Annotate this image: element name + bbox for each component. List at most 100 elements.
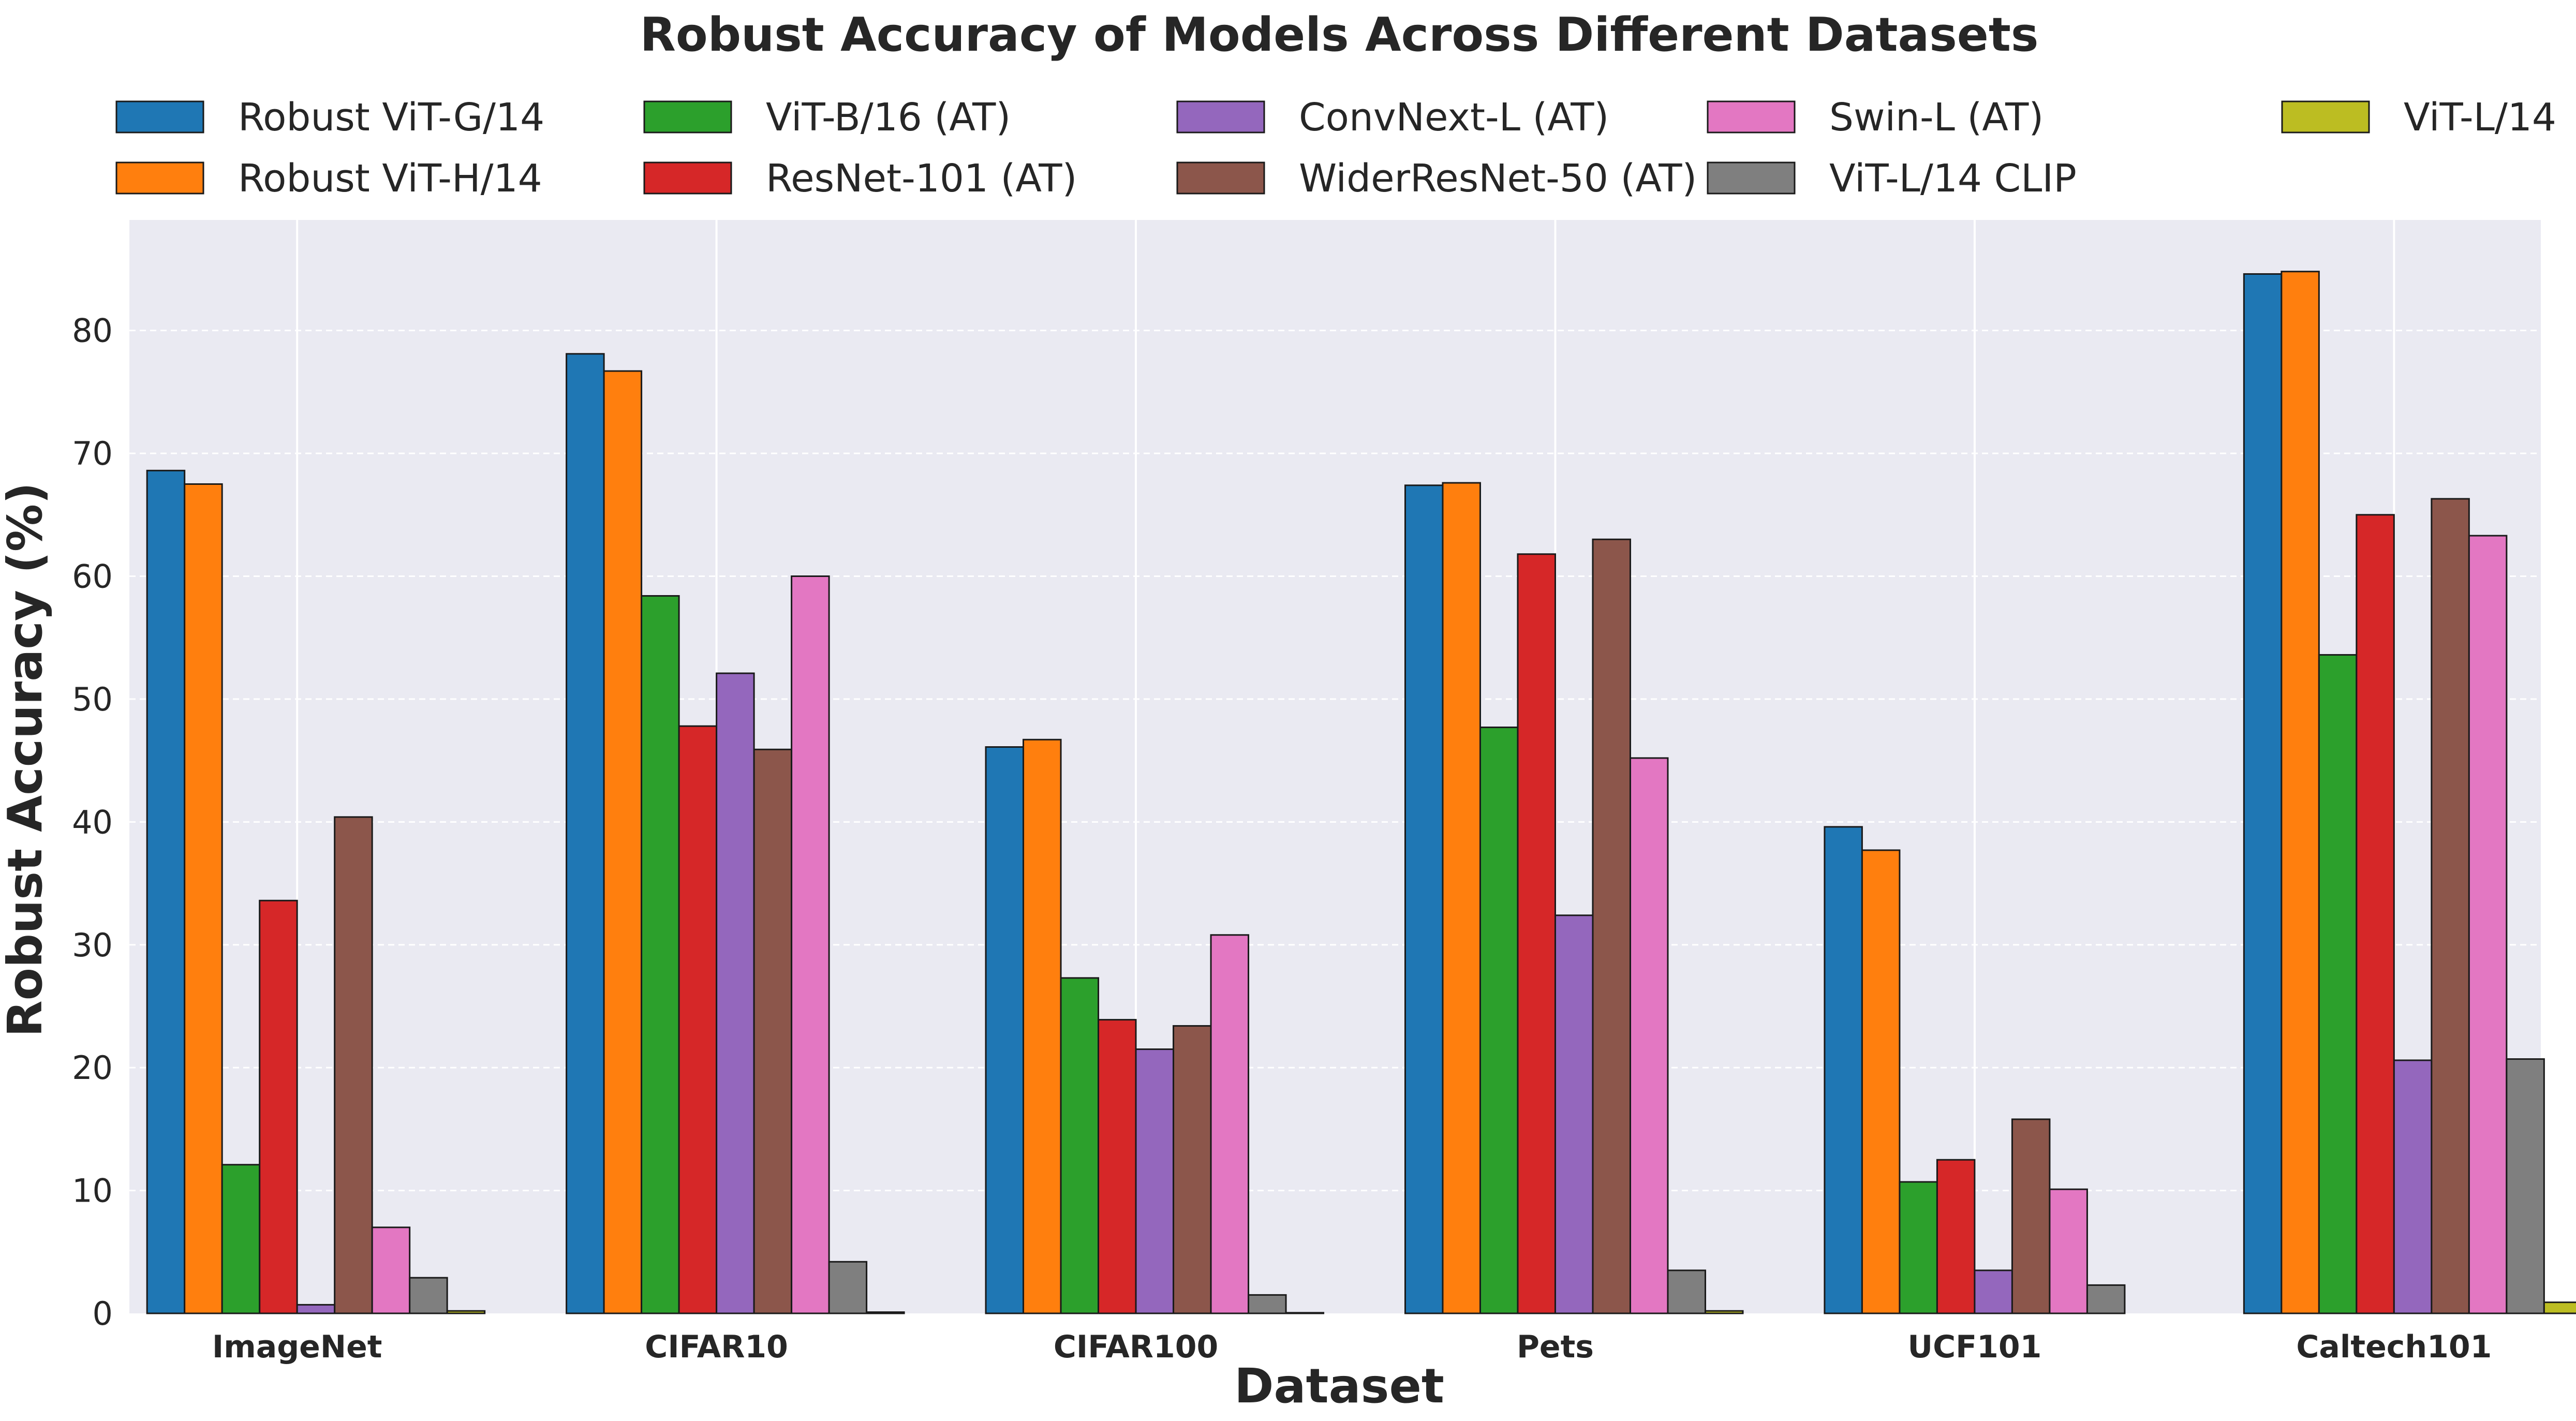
legend-item-robust-vit-h-14: Robust ViT-H/14 — [115, 156, 542, 201]
legend-item-robust-vit-g-14: Robust ViT-G/14 — [115, 95, 544, 140]
x-tick-label-caltech101: Caltech101 — [2296, 1329, 2492, 1365]
y-tick-label: 0 — [93, 1295, 113, 1333]
legend-swatch — [643, 100, 732, 134]
bar-vit-l-14-clip-caltech101 — [2506, 1058, 2545, 1314]
bar-robust-vit-h-14-cifar10 — [603, 370, 643, 1314]
bars — [146, 271, 2576, 1314]
bar-vit-b-16-at-imagenet — [221, 1164, 261, 1314]
legend-label: WiderResNet-50 (AT) — [1299, 156, 1697, 201]
y-tick-label: 60 — [72, 558, 113, 596]
bar-convnext-l-at-cifar10 — [716, 672, 755, 1314]
bar-vit-l-14-pets — [1704, 1310, 1744, 1314]
bar-robust-vit-g-14-ucf101 — [1824, 826, 1863, 1314]
bar-robust-vit-g-14-imagenet — [146, 469, 186, 1314]
y-tick-label: 80 — [72, 312, 113, 350]
bar-robust-vit-h-14-caltech101 — [2281, 271, 2320, 1314]
bar-vit-l-14-clip-cifar10 — [828, 1261, 868, 1314]
legend-label: Robust ViT-H/14 — [238, 156, 542, 201]
y-tick-label: 40 — [72, 803, 113, 841]
bar-vit-l-14-imagenet — [446, 1310, 486, 1314]
x-tick-label-pets: Pets — [1517, 1329, 1594, 1365]
y-tick-label: 50 — [72, 680, 113, 718]
bar-swin-l-at-caltech101 — [2468, 535, 2508, 1314]
bar-vit-l-14-clip-imagenet — [409, 1277, 448, 1314]
legend-swatch — [115, 100, 204, 134]
bar-resnet-101-at-pets — [1517, 553, 1556, 1314]
legend-label: Swin-L (AT) — [1829, 95, 2044, 140]
legend-swatch — [1707, 100, 1796, 134]
bar-convnext-l-at-cifar100 — [1135, 1048, 1175, 1314]
bar-vit-l-14-caltech101 — [2543, 1301, 2576, 1314]
bar-vit-b-16-at-ucf101 — [1899, 1181, 1938, 1314]
bar-robust-vit-g-14-pets — [1404, 484, 1444, 1314]
legend-item-vit-l-14-clip: ViT-L/14 CLIP — [1707, 156, 2077, 201]
x-tick-label-cifar10: CIFAR10 — [645, 1329, 788, 1365]
bar-robust-vit-h-14-ucf101 — [1861, 849, 1901, 1314]
legend-label: ResNet-101 (AT) — [766, 156, 1077, 201]
bar-robust-vit-g-14-cifar100 — [985, 746, 1025, 1314]
legend-label: ViT-L/14 — [2404, 95, 2556, 140]
bar-widerresnet-50-at-caltech101 — [2431, 498, 2470, 1314]
bar-vit-l-14-cifar10 — [866, 1311, 905, 1314]
legend-item-swin-l-at: Swin-L (AT) — [1707, 95, 2044, 140]
legend-swatch — [643, 161, 732, 195]
legend-label: ViT-L/14 CLIP — [1829, 156, 2077, 201]
bar-widerresnet-50-at-cifar10 — [753, 748, 793, 1314]
bar-swin-l-at-ucf101 — [2049, 1188, 2088, 1314]
bar-convnext-l-at-caltech101 — [2393, 1059, 2433, 1314]
bar-widerresnet-50-at-cifar100 — [1173, 1025, 1212, 1314]
bar-convnext-l-at-pets — [1554, 914, 1594, 1314]
y-tick-label: 30 — [72, 926, 113, 964]
bar-vit-b-16-at-caltech101 — [2318, 654, 2358, 1314]
bar-robust-vit-g-14-cifar10 — [566, 353, 605, 1314]
legend-swatch — [1176, 100, 1265, 134]
bar-widerresnet-50-at-ucf101 — [2011, 1118, 2051, 1314]
x-tick-label-imagenet: ImageNet — [212, 1329, 382, 1365]
bar-robust-vit-h-14-pets — [1442, 482, 1481, 1314]
bar-vit-b-16-at-pets — [1479, 727, 1519, 1314]
bar-swin-l-at-cifar10 — [791, 575, 830, 1314]
legend-item-convnext-l-at: ConvNext-L (AT) — [1176, 95, 1609, 140]
bar-convnext-l-at-imagenet — [296, 1304, 336, 1314]
legend-swatch — [1707, 161, 1796, 195]
x-tick-label-cifar100: CIFAR100 — [1054, 1329, 1218, 1365]
legend-item-widerresnet-50-at: WiderResNet-50 (AT) — [1176, 156, 1697, 201]
bar-vit-l-14-clip-ucf101 — [2086, 1284, 2126, 1314]
bar-resnet-101-at-cifar10 — [678, 725, 718, 1314]
legend-swatch — [2281, 100, 2370, 134]
x-axis-label: Dataset — [1234, 1358, 1444, 1414]
bar-vit-b-16-at-cifar100 — [1060, 977, 1100, 1314]
bar-resnet-101-at-cifar100 — [1098, 1019, 1137, 1314]
bar-vit-b-16-at-cifar10 — [641, 595, 680, 1314]
bar-resnet-101-at-imagenet — [259, 899, 298, 1314]
legend-label: ViT-B/16 (AT) — [766, 95, 1011, 140]
legend-label: Robust ViT-G/14 — [238, 95, 544, 140]
y-axis-label: Robust Accuracy (%) — [0, 482, 53, 1037]
legend-item-vit-b-16-at: ViT-B/16 (AT) — [643, 95, 1011, 140]
x-axis-ticks: ImageNet CIFAR10 CIFAR100 Pets UCF101 Caltech… — [212, 1329, 2492, 1365]
bar-widerresnet-50-at-pets — [1592, 538, 1631, 1314]
y-tick-label: 20 — [72, 1049, 113, 1087]
bar-robust-vit-h-14-cifar100 — [1023, 738, 1062, 1314]
bar-vit-l-14-clip-pets — [1667, 1269, 1706, 1314]
y-axis-ticks: 0 10 20 30 40 50 60 70 80 — [72, 312, 113, 1333]
x-tick-label-ucf101: UCF101 — [1907, 1329, 2041, 1365]
bar-robust-vit-g-14-caltech101 — [2243, 273, 2283, 1314]
legend-swatch — [115, 161, 204, 195]
bar-vit-l-14-clip-cifar100 — [1248, 1294, 1287, 1314]
y-tick-label: 10 — [72, 1172, 113, 1210]
legend-item-resnet-101-at: ResNet-101 (AT) — [643, 156, 1077, 201]
bar-resnet-101-at-ucf101 — [1936, 1159, 1976, 1314]
legend: Robust ViT-G/14 Robust ViT-H/14 ViT-B/16 (… — [115, 95, 2556, 201]
bar-widerresnet-50-at-imagenet — [334, 816, 373, 1314]
bar-robust-vit-h-14-imagenet — [184, 483, 223, 1314]
plot-area — [129, 220, 2541, 1313]
bar-convnext-l-at-ucf101 — [1974, 1269, 2013, 1314]
chart-title: Robust Accuracy of Models Across Differe… — [640, 8, 2039, 62]
y-tick-label: 70 — [72, 435, 113, 472]
bar-resnet-101-at-caltech101 — [2356, 514, 2395, 1314]
legend-label: ConvNext-L (AT) — [1299, 95, 1609, 140]
bar-swin-l-at-cifar100 — [1210, 934, 1250, 1314]
bar-swin-l-at-pets — [1629, 757, 1669, 1314]
